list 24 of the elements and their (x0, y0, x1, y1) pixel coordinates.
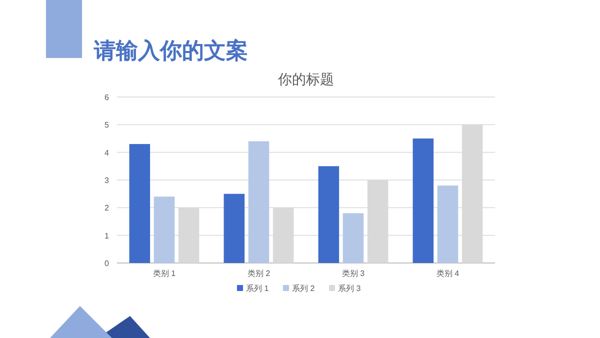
y-tick-label: 4 (104, 148, 110, 158)
bar (318, 166, 340, 263)
x-tick-label: 类别 4 (436, 269, 460, 278)
y-tick-label: 2 (104, 204, 110, 213)
y-tick-label: 6 (104, 93, 110, 102)
y-tick-label: 5 (104, 120, 110, 130)
bar (154, 196, 175, 263)
bar (342, 213, 364, 263)
legend-label: 系列 3 (338, 284, 362, 293)
y-tick-label: 0 (104, 259, 110, 268)
bar (248, 141, 270, 263)
chart-title: 你的标题 (277, 71, 334, 87)
bar (224, 194, 245, 263)
text: 请输入你的文案 (93, 38, 248, 63)
bar (412, 138, 434, 263)
legend-label: 系列 2 (292, 284, 316, 293)
x-tick-label: 类别 1 (152, 269, 176, 278)
legend-label: 系列 1 (246, 284, 270, 293)
bar (129, 144, 150, 263)
x-tick-label: 类别 2 (247, 269, 271, 278)
y-tick-label: 3 (104, 176, 110, 185)
y-tick-label: 1 (104, 231, 110, 240)
x-tick-label: 类别 3 (342, 269, 366, 278)
bar (437, 186, 458, 263)
